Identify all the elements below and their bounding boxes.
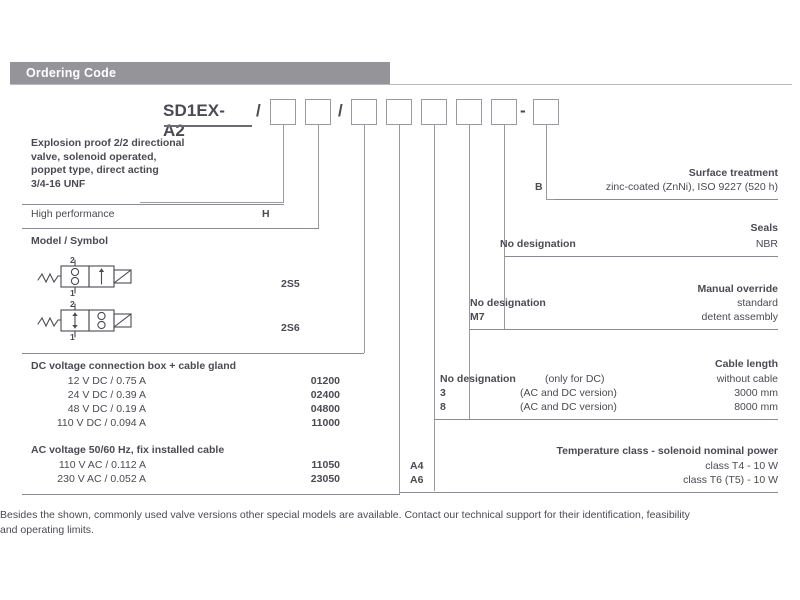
seals-value-1: NBR: [755, 238, 778, 250]
header-rule: [10, 84, 792, 85]
cable-length-value-3: 8000 mm: [734, 401, 778, 413]
footer-line-2: and operating limits.: [0, 524, 94, 536]
separator-seals: [504, 256, 778, 257]
leader-elbow-box-1: [140, 202, 284, 203]
leader-line-box-5: [434, 125, 435, 491]
dc-row-3-code: 04800: [310, 403, 340, 415]
code-box-8[interactable]: [533, 99, 559, 125]
ac-row-1-code: 11050: [311, 459, 340, 471]
valve-description: Explosion proof 2/2 directional valve, s…: [31, 137, 184, 191]
leader-line-box-8: [546, 125, 547, 200]
separator-description: [22, 204, 284, 205]
temperature-class-value-2: class T6 (T5) - 10 W: [683, 474, 778, 486]
ac-row-2-label: 230 V AC / 0.052 A: [57, 473, 146, 485]
valve-description-line-1: Explosion proof 2/2 directional: [31, 137, 185, 149]
valve-2s5-port-bottom: 1: [70, 288, 75, 296]
temperature-class-code-2: A6: [410, 474, 424, 486]
dc-row-1-code: 01200: [310, 375, 340, 387]
temperature-class-value-1: class T4 - 10 W: [705, 460, 778, 472]
code-slash-2: /: [338, 101, 343, 120]
manual-override-value-1: standard: [737, 297, 778, 309]
valve-description-line-4: 3/4-16 UNF: [31, 177, 86, 190]
ordering-code-underline: [164, 125, 252, 127]
valve-description-line-3: poppet type, direct acting: [31, 164, 159, 176]
separator-performance: [22, 228, 319, 229]
leader-line-box-2: [318, 125, 319, 229]
separator-ac-voltage: [22, 494, 400, 495]
leader-line-box-4: [399, 125, 400, 495]
cable-length-code-1: No designation: [440, 373, 516, 385]
valve-2s6-port-top: 2: [70, 300, 75, 309]
ac-voltage-title: AC voltage 50/60 Hz, fix installed cable: [31, 444, 225, 456]
leader-line-box-3: [364, 125, 365, 353]
valve-symbol-2s6: 2 1: [37, 300, 132, 340]
dc-row-2-code: 02400: [310, 389, 340, 401]
code-box-2[interactable]: [305, 99, 331, 125]
code-slash-1: /: [256, 101, 261, 120]
dc-row-4-code: 11000: [311, 417, 340, 429]
model-symbol-title: Model / Symbol: [31, 235, 109, 247]
code-box-1[interactable]: [270, 99, 296, 125]
ac-row-2-code: 23050: [310, 473, 340, 485]
valve-2s5-port-top: 2: [70, 256, 75, 265]
code-dash: -: [520, 101, 526, 120]
manual-override-value-2: detent assembly: [701, 311, 778, 323]
dc-row-3-label: 48 V DC / 0.19 A: [67, 403, 146, 415]
leader-line-box-7: [504, 125, 505, 329]
separator-model-symbol: [22, 353, 364, 354]
page-title: Ordering Code: [26, 66, 117, 80]
cable-length-note-2: (AC and DC version): [520, 387, 617, 399]
surface-treatment-code-1: B: [535, 181, 543, 193]
leader-elbow-box-8: [546, 199, 554, 200]
model-code-2s5: 2S5: [281, 278, 300, 290]
dc-row-2-label: 24 V DC / 0.39 A: [67, 389, 146, 401]
cable-length-code-3: 8: [440, 401, 446, 413]
manual-override-title: Manual override: [697, 283, 778, 295]
temperature-class-title: Temperature class - solenoid nominal pow…: [556, 445, 778, 457]
valve-symbol-2s5: 2 1: [37, 256, 132, 296]
manual-override-code-2: M7: [470, 311, 485, 323]
model-code-2s6: 2S6: [281, 322, 300, 334]
code-box-4[interactable]: [386, 99, 412, 125]
cable-length-note-3: (AC and DC version): [520, 401, 617, 413]
cable-length-value-1: without cable: [716, 373, 778, 385]
leader-line-box-1: [283, 125, 284, 203]
temperature-class-code-1: A4: [410, 460, 424, 472]
code-box-5[interactable]: [421, 99, 447, 125]
separator-surface-treatment: [554, 199, 778, 200]
separator-temperature-class: [400, 492, 778, 493]
surface-treatment-title: Surface treatment: [688, 167, 778, 179]
separator-manual-override: [469, 329, 778, 330]
cable-length-note-1: (only for DC): [545, 373, 605, 385]
ac-row-1-label: 110 V AC / 0.112 A: [58, 459, 146, 471]
dc-row-1-label: 12 V DC / 0.75 A: [67, 375, 146, 387]
seals-code-1: No designation: [500, 238, 576, 250]
valve-2s6-port-bottom: 1: [70, 332, 75, 340]
code-box-6[interactable]: [456, 99, 482, 125]
footer-note: Besides the shown, commonly used valve v…: [0, 508, 800, 538]
surface-treatment-desc-1: zinc-coated (ZnNi), ISO 9227 (520 h): [605, 181, 778, 193]
dc-row-4-label: 110 V DC / 0.094 A: [56, 417, 146, 429]
code-box-3[interactable]: [351, 99, 377, 125]
seals-title: Seals: [750, 222, 778, 234]
leader-line-box-6: [469, 125, 470, 419]
dc-voltage-title: DC voltage connection box + cable gland: [31, 360, 237, 372]
cable-length-title: Cable length: [714, 358, 778, 370]
footer-line-1: Besides the shown, commonly used valve v…: [0, 509, 690, 521]
ordering-code-prefix: SD1EX-A2: [163, 101, 226, 140]
cable-length-value-2: 3000 mm: [734, 387, 778, 399]
section-header-bar: Ordering Code: [10, 62, 390, 84]
cable-length-code-2: 3: [440, 387, 446, 399]
separator-cable-length: [434, 419, 778, 420]
valve-description-line-2: valve, solenoid operated,: [31, 150, 157, 163]
high-performance-label: High performance: [31, 208, 115, 220]
manual-override-code-1: No designation: [470, 297, 546, 309]
code-box-7[interactable]: [491, 99, 517, 125]
high-performance-code: H: [262, 208, 270, 220]
